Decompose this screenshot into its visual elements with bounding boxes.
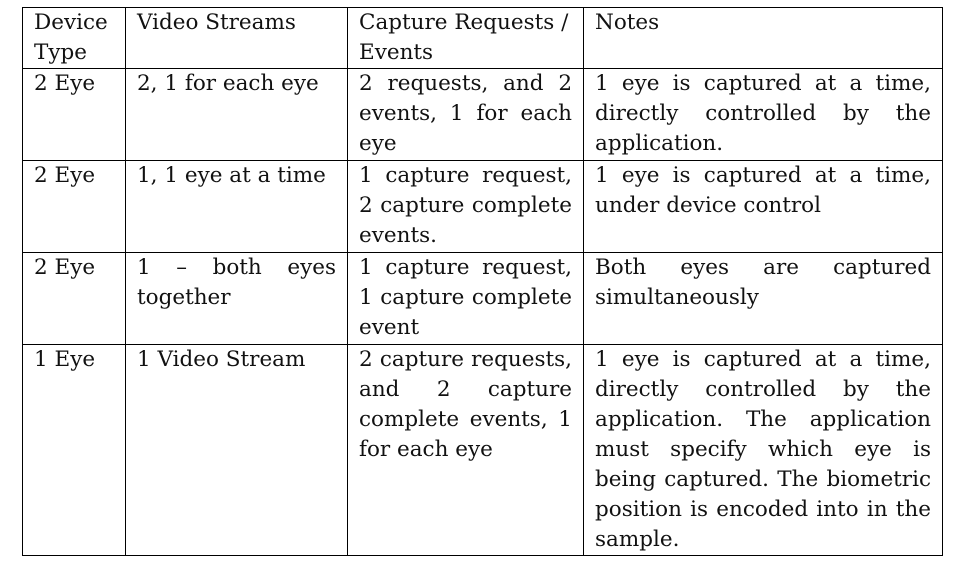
cell-capture-requests: 2 capture requests, and 2 capture comple… [347, 344, 584, 556]
header-video-streams: Video Streams [125, 7, 348, 69]
cell-device-type: 2 Eye [22, 160, 126, 253]
table-row: 2 Eye 1, 1 eye at a time 1 capture reque… [22, 160, 943, 253]
cell-notes: 1 eye is captured at a time, directly co… [583, 344, 943, 556]
header-capture-requests: Capture Requests / Events [347, 7, 584, 69]
cell-notes: 1 eye is captured at a time, directly co… [583, 68, 943, 161]
table-row: 2 Eye 1 – both eyes together 1 capture r… [22, 252, 943, 345]
cell-notes: 1 eye is captured at a time, under devic… [583, 160, 943, 253]
table-row: 2 Eye 2, 1 for each eye 2 requests, and … [22, 68, 943, 161]
header-notes: Notes [583, 7, 943, 69]
cell-device-type: 2 Eye [22, 252, 126, 345]
cell-video-streams: 1 – both eyes together [125, 252, 348, 345]
cell-capture-requests: 1 capture request, 1 capture complete ev… [347, 252, 584, 345]
cell-device-type: 2 Eye [22, 68, 126, 161]
cell-video-streams: 2, 1 for each eye [125, 68, 348, 161]
table-row: 1 Eye 1 Video Stream 2 capture requests,… [22, 344, 943, 556]
table-header-row: Device Type Video Streams Capture Reques… [22, 7, 943, 69]
cell-notes: Both eyes are captured simultaneously [583, 252, 943, 345]
header-device-type: Device Type [22, 7, 126, 69]
cell-video-streams: 1 Video Stream [125, 344, 348, 556]
cell-capture-requests: 2 requests, and 2 events, 1 for each eye [347, 68, 584, 161]
cell-video-streams: 1, 1 eye at a time [125, 160, 348, 253]
cell-capture-requests: 1 capture request, 2 capture complete ev… [347, 160, 584, 253]
cell-device-type: 1 Eye [22, 344, 126, 556]
device-capture-table: Device Type Video Streams Capture Reques… [22, 7, 943, 556]
